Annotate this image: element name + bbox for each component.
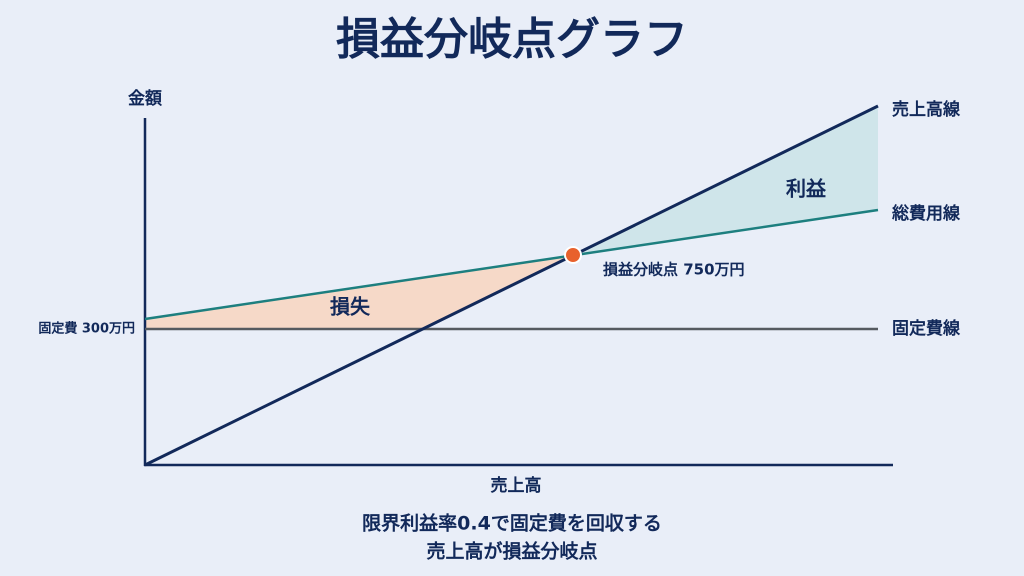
loss-region	[145, 255, 573, 329]
y-axis-label: 金額	[128, 88, 163, 109]
x-axis-label: 売上高	[491, 475, 542, 496]
sales-line-label: 売上高線	[892, 99, 961, 120]
profit-label: 利益	[786, 177, 827, 201]
fixed-cost-label: 固定費 300万円	[38, 321, 135, 337]
break-even-label: 損益分岐点 750万円	[603, 261, 745, 279]
total-cost-line-label: 総費用線	[892, 203, 961, 224]
total-cost-line	[144, 208, 879, 321]
sales-line	[144, 104, 879, 467]
break-even-point	[564, 246, 582, 264]
caption-line: 売上高が損益分岐点	[426, 540, 597, 563]
caption-line: 限界利益率0.4で固定費を回収する	[362, 512, 662, 535]
title: 損益分岐点グラフ	[336, 14, 688, 65]
loss-label: 損失	[330, 295, 371, 319]
fixed-cost-line-label: 固定費線	[892, 318, 961, 339]
